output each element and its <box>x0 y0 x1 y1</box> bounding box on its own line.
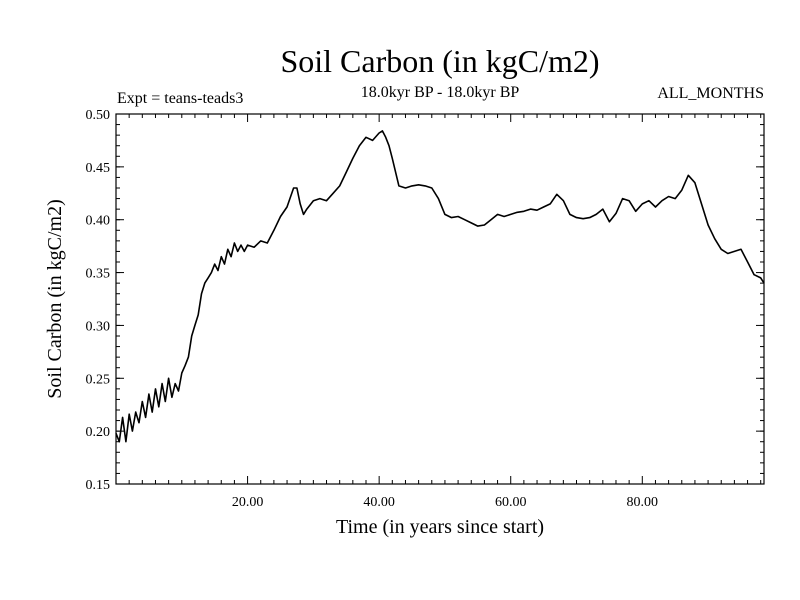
period-label: ALL_MONTHS <box>657 85 764 102</box>
y-tick-label: 0.40 <box>86 214 111 229</box>
x-tick-label: 40.00 <box>363 495 395 510</box>
x-tick-label: 80.00 <box>627 495 659 510</box>
y-tick-label: 0.30 <box>86 319 111 334</box>
x-tick-label: 60.00 <box>495 495 527 510</box>
x-axis-label: Time (in years since start) <box>336 516 544 538</box>
x-tick-label: 20.00 <box>232 495 264 510</box>
y-tick-label: 0.45 <box>86 161 111 176</box>
y-tick-label: 0.15 <box>86 478 111 493</box>
plot-frame <box>115 113 765 485</box>
soil-carbon-line <box>115 130 765 443</box>
y-tick-label: 0.50 <box>86 108 111 123</box>
y-axis-label: Soil Carbon (in kgC/m2) <box>44 199 66 398</box>
y-tick-label: 0.25 <box>86 372 111 387</box>
chart-subtitle: 18.0kyr BP - 18.0kyr BP <box>361 84 520 101</box>
experiment-label: Expt = teans-teads3 <box>117 90 243 107</box>
y-tick-label: 0.20 <box>86 425 111 440</box>
chart-title: Soil Carbon (in kgC/m2) <box>280 43 599 79</box>
series-layer <box>115 130 765 443</box>
axes: 0.15 0.20 0.25 0.30 0.35 0.40 0.45 0.50 20.00 40.… <box>86 108 764 510</box>
y-tick-label: 0.35 <box>86 267 111 282</box>
